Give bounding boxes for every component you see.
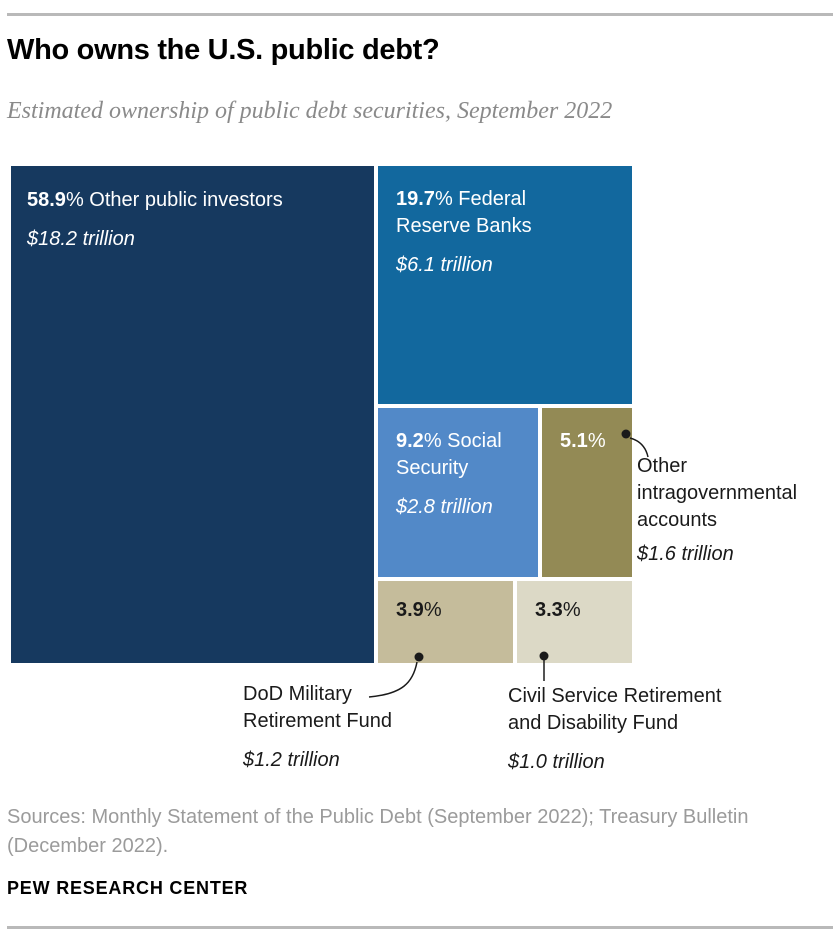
- segment-label: 3.9%: [396, 599, 442, 621]
- segment-label: 9.2% Social Security: [396, 430, 502, 479]
- callout-label-dod-military-retirement: DoD Military Retirement Fund $1.2 trilli…: [243, 681, 403, 774]
- segment-label: 3.3%: [535, 599, 581, 621]
- sources-line-1: Sources: Monthly Statement of the Public…: [7, 806, 749, 828]
- segment-label: 58.9% Other public investors: [27, 189, 283, 211]
- segment-percent: 3.3: [535, 599, 563, 621]
- chart-title: Who owns the U.S. public debt?: [7, 34, 440, 66]
- segment-label: Civil Service Retirement and Disability …: [508, 685, 722, 734]
- treemap-segment-dod-military-retirement: 3.9%: [378, 581, 513, 663]
- segment-percent: 3.9: [396, 599, 424, 621]
- segment-percent: 5.1: [560, 430, 588, 452]
- segment-percent: 9.2: [396, 430, 424, 452]
- bottom-divider: [7, 926, 833, 929]
- pew-research-center-wordmark: PEW RESEARCH CENTER: [7, 878, 249, 898]
- segment-amount: $6.1 trillion: [396, 254, 493, 276]
- segment-percent: 58.9: [27, 189, 66, 211]
- callout-label-civil-service-retirement: Civil Service Retirement and Disability …: [508, 683, 753, 776]
- segment-label: 19.7% Federal Reserve Banks: [396, 188, 532, 237]
- treemap-segment-civil-service-retirement: 3.3%: [517, 581, 632, 663]
- callout-label-other-intragovernmental: Other intragovernmental accounts $1.6 tr…: [637, 453, 819, 568]
- segment-amount: $2.8 trillion: [396, 496, 493, 518]
- segment-label: DoD Military Retirement Fund: [243, 683, 392, 732]
- sources-note: Sources: Monthly Statement of the Public…: [7, 803, 748, 861]
- segment-amount: $18.2 trillion: [27, 228, 135, 250]
- treemap-segment-other-public-investors: 58.9% Other public investors $18.2 trill…: [11, 166, 374, 663]
- treemap-segment-other-intragovernmental: 5.1%: [542, 408, 632, 577]
- treemap-segment-social-security: 9.2% Social Security $2.8 trillion: [378, 408, 538, 577]
- treemap-segment-federal-reserve-banks: 19.7% Federal Reserve Banks $6.1 trillio…: [378, 166, 632, 404]
- segment-label: Other intragovernmental accounts: [637, 455, 798, 531]
- sources-line-2: (December 2022).: [7, 835, 169, 857]
- top-divider: [7, 13, 833, 16]
- chart-subtitle: Estimated ownership of public debt secur…: [7, 98, 613, 124]
- segment-percent: 19.7: [396, 188, 435, 210]
- segment-amount: $1.2 trillion: [243, 749, 340, 771]
- segment-amount: $1.6 trillion: [637, 543, 734, 565]
- segment-label: 5.1%: [560, 430, 606, 452]
- segment-amount: $1.0 trillion: [508, 751, 605, 773]
